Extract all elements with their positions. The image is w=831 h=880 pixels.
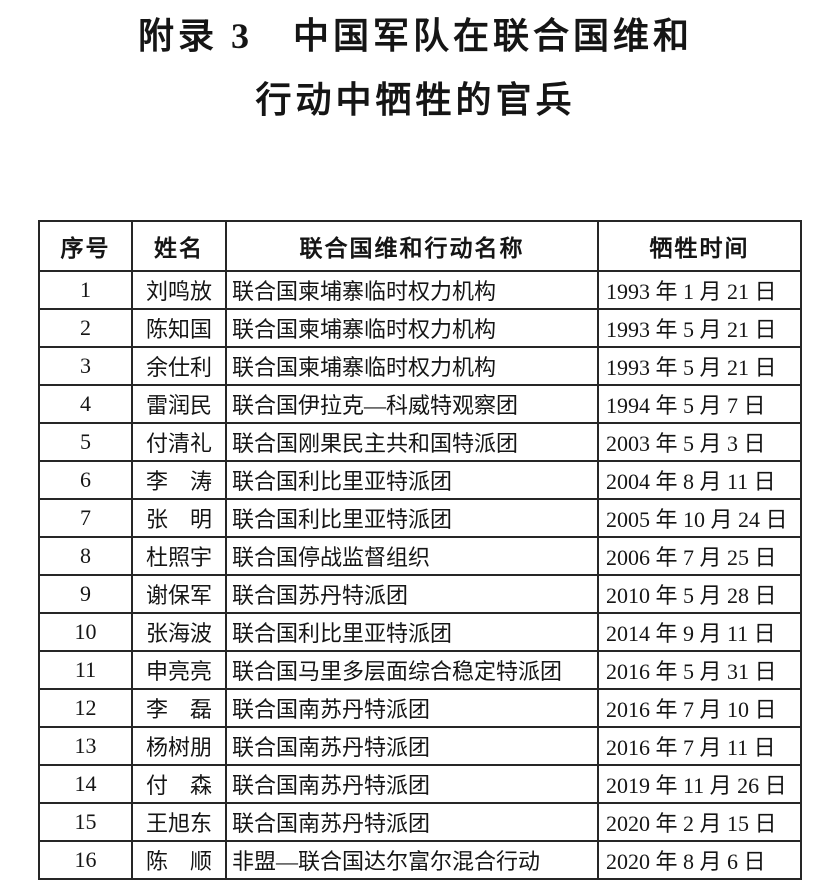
date-cell: 2005 年 10 月 24 日 [597,498,802,538]
serial-cell: 1 [38,270,133,310]
name-cell: 张海波 [131,612,227,652]
serial-cell: 2 [38,308,133,348]
page-title-line-2: 行动中牺牲的官兵 [255,80,576,120]
date-cell: 2016 年 7 月 10 日 [597,688,802,728]
table-row: 16 陈 顺 非盟—联合国达尔富尔混合行动 2020 年 8 月 6 日 [38,840,802,880]
name-cell: 李 涛 [131,460,227,500]
date-cell: 1993 年 5 月 21 日 [597,308,802,348]
mission-cell: 联合国柬埔寨临时权力机构 [225,308,599,348]
date-cell: 2003 年 5 月 3 日 [597,422,802,462]
mission-cell: 联合国停战监督组织 [225,536,599,576]
serial-cell: 5 [38,422,133,462]
column-header-mission: 联合国维和行动名称 [225,220,599,272]
table-row: 7 张 明 联合国利比里亚特派团 2005 年 10 月 24 日 [38,498,802,538]
date-cell: 1993 年 5 月 21 日 [597,346,802,386]
table-header-row: 序号 姓名 联合国维和行动名称 牺牲时间 [38,220,802,272]
column-header-date: 牺牲时间 [597,220,802,272]
mission-cell: 联合国南苏丹特派团 [225,802,599,842]
date-cell: 2006 年 7 月 25 日 [597,536,802,576]
mission-cell: 联合国利比里亚特派团 [225,460,599,500]
table-row: 13 杨树朋 联合国南苏丹特派团 2016 年 7 月 11 日 [38,726,802,766]
serial-cell: 7 [38,498,133,538]
table-row: 1 刘鸣放 联合国柬埔寨临时权力机构 1993 年 1 月 21 日 [38,270,802,310]
table-row: 5 付清礼 联合国刚果民主共和国特派团 2003 年 5 月 3 日 [38,422,802,462]
mission-cell: 联合国南苏丹特派团 [225,726,599,766]
name-cell: 谢保军 [131,574,227,614]
table-row: 12 李 磊 联合国南苏丹特派团 2016 年 7 月 10 日 [38,688,802,728]
serial-cell: 16 [38,840,133,880]
mission-cell: 联合国刚果民主共和国特派团 [225,422,599,462]
name-cell: 陈 顺 [131,840,227,880]
mission-cell: 联合国柬埔寨临时权力机构 [225,270,599,310]
serial-cell: 9 [38,574,133,614]
mission-cell: 联合国柬埔寨临时权力机构 [225,346,599,386]
serial-cell: 11 [38,650,133,690]
date-cell: 2010 年 5 月 28 日 [597,574,802,614]
table-row: 11 申亮亮 联合国马里多层面综合稳定特派团 2016 年 5 月 31 日 [38,650,802,690]
serial-cell: 4 [38,384,133,424]
table-row: 15 王旭东 联合国南苏丹特派团 2020 年 2 月 15 日 [38,802,802,842]
date-cell: 2014 年 9 月 11 日 [597,612,802,652]
mission-cell: 非盟—联合国达尔富尔混合行动 [225,840,599,880]
name-cell: 杨树朋 [131,726,227,766]
date-cell: 1994 年 5 月 7 日 [597,384,802,424]
name-cell: 王旭东 [131,802,227,842]
date-cell: 2004 年 8 月 11 日 [597,460,802,500]
name-cell: 刘鸣放 [131,270,227,310]
serial-cell: 13 [38,726,133,766]
mission-cell: 联合国利比里亚特派团 [225,498,599,538]
date-cell: 2019 年 11 月 26 日 [597,764,802,804]
date-cell: 2016 年 5 月 31 日 [597,650,802,690]
name-cell: 申亮亮 [131,650,227,690]
table-row: 14 付 森 联合国南苏丹特派团 2019 年 11 月 26 日 [38,764,802,804]
mission-cell: 联合国南苏丹特派团 [225,688,599,728]
serial-cell: 14 [38,764,133,804]
name-cell: 张 明 [131,498,227,538]
name-cell: 余仕利 [131,346,227,386]
name-cell: 李 磊 [131,688,227,728]
mission-cell: 联合国苏丹特派团 [225,574,599,614]
date-cell: 2016 年 7 月 11 日 [597,726,802,766]
table-body: 1 刘鸣放 联合国柬埔寨临时权力机构 1993 年 1 月 21 日 2 陈知国… [38,270,802,880]
table-row: 6 李 涛 联合国利比里亚特派团 2004 年 8 月 11 日 [38,460,802,500]
date-cell: 2020 年 2 月 15 日 [597,802,802,842]
name-cell: 杜照宇 [131,536,227,576]
table-row: 9 谢保军 联合国苏丹特派团 2010 年 5 月 28 日 [38,574,802,614]
table-row: 8 杜照宇 联合国停战监督组织 2006 年 7 月 25 日 [38,536,802,576]
casualties-table: 序号 姓名 联合国维和行动名称 牺牲时间 1 刘鸣放 联合国柬埔寨临时权力机构 … [38,220,802,880]
mission-cell: 联合国伊拉克—科威特观察团 [225,384,599,424]
date-cell: 1993 年 1 月 21 日 [597,270,802,310]
serial-cell: 3 [38,346,133,386]
date-cell: 2020 年 8 月 6 日 [597,840,802,880]
name-cell: 陈知国 [131,308,227,348]
table-row: 2 陈知国 联合国柬埔寨临时权力机构 1993 年 5 月 21 日 [38,308,802,348]
column-header-serial: 序号 [38,220,133,272]
name-cell: 雷润民 [131,384,227,424]
table-row: 4 雷润民 联合国伊拉克—科威特观察团 1994 年 5 月 7 日 [38,384,802,424]
table-row: 10 张海波 联合国利比里亚特派团 2014 年 9 月 11 日 [38,612,802,652]
name-cell: 付 森 [131,764,227,804]
serial-cell: 8 [38,536,133,576]
name-cell: 付清礼 [131,422,227,462]
page-title: 附录 3 中国军队在联合国维和 行动中牺牲的官兵 [0,4,831,132]
mission-cell: 联合国马里多层面综合稳定特派团 [225,650,599,690]
page-title-line-1: 附录 3 中国军队在联合国维和 [137,16,693,56]
table-row: 3 余仕利 联合国柬埔寨临时权力机构 1993 年 5 月 21 日 [38,346,802,386]
serial-cell: 12 [38,688,133,728]
column-header-name: 姓名 [131,220,227,272]
mission-cell: 联合国利比里亚特派团 [225,612,599,652]
serial-cell: 6 [38,460,133,500]
mission-cell: 联合国南苏丹特派团 [225,764,599,804]
serial-cell: 10 [38,612,133,652]
serial-cell: 15 [38,802,133,842]
